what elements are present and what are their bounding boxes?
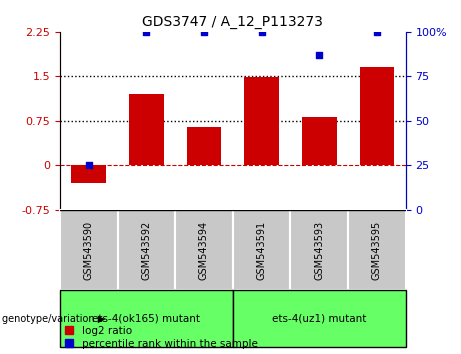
Text: GSM543590: GSM543590 bbox=[84, 221, 94, 280]
Text: genotype/variation ▶: genotype/variation ▶ bbox=[2, 314, 106, 324]
FancyBboxPatch shape bbox=[348, 210, 406, 290]
Text: ets-4(uz1) mutant: ets-4(uz1) mutant bbox=[272, 314, 366, 324]
Legend: log2 ratio, percentile rank within the sample: log2 ratio, percentile rank within the s… bbox=[65, 326, 258, 349]
Point bbox=[373, 29, 381, 35]
Point bbox=[142, 29, 150, 35]
FancyBboxPatch shape bbox=[118, 210, 175, 290]
Point bbox=[315, 52, 323, 58]
Bar bbox=[360, 67, 394, 165]
Bar bbox=[71, 165, 106, 183]
Text: ets-4(ok165) mutant: ets-4(ok165) mutant bbox=[92, 314, 201, 324]
FancyBboxPatch shape bbox=[175, 210, 233, 290]
FancyBboxPatch shape bbox=[233, 210, 290, 290]
Bar bbox=[244, 78, 279, 165]
Bar bbox=[302, 116, 337, 165]
Bar bbox=[187, 127, 221, 165]
Text: GSM543592: GSM543592 bbox=[142, 220, 151, 280]
Point bbox=[200, 29, 207, 35]
FancyBboxPatch shape bbox=[290, 210, 348, 290]
Text: GSM543591: GSM543591 bbox=[257, 221, 266, 280]
Point bbox=[258, 29, 266, 35]
Bar bbox=[129, 94, 164, 165]
FancyBboxPatch shape bbox=[233, 290, 406, 347]
FancyBboxPatch shape bbox=[60, 290, 233, 347]
Text: GSM543593: GSM543593 bbox=[314, 221, 324, 280]
FancyBboxPatch shape bbox=[60, 210, 118, 290]
Text: GSM543594: GSM543594 bbox=[199, 221, 209, 280]
Title: GDS3747 / A_12_P113273: GDS3747 / A_12_P113273 bbox=[142, 16, 323, 29]
Text: GSM543595: GSM543595 bbox=[372, 220, 382, 280]
Point bbox=[85, 162, 92, 168]
